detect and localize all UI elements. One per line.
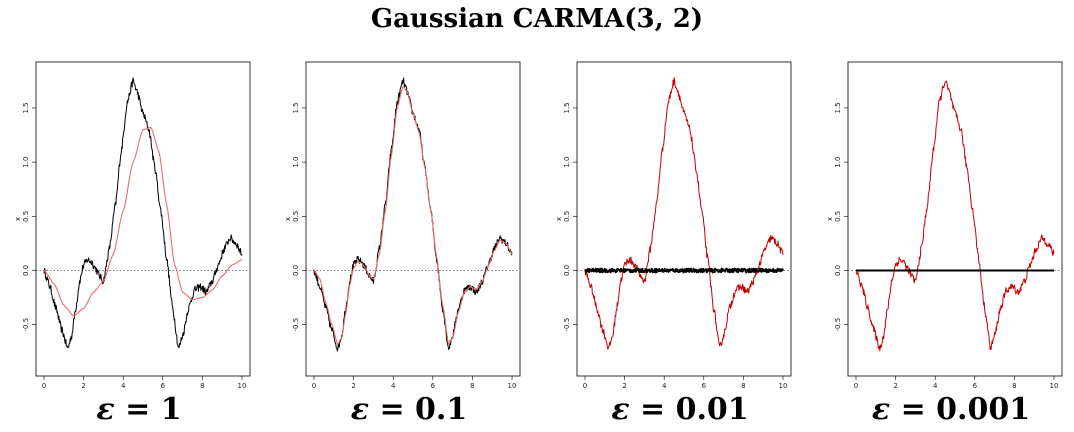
x-tick-label: 2 — [81, 382, 85, 390]
series-line-0 — [313, 77, 513, 352]
plot-frame — [576, 61, 792, 377]
y-tick-label: 1.0 — [834, 157, 842, 168]
y-tick-label: 1.0 — [563, 157, 571, 168]
y-axis-label: x — [555, 217, 563, 221]
series-line-0 — [584, 77, 784, 350]
y-tick-label: 0.5 — [22, 211, 30, 222]
chart-panel-eps-0.01: -0.50.00.51.01.50246810t_nx ε = 0.01 — [551, 40, 809, 432]
plot-frame — [847, 61, 1063, 377]
x-tick-label: 2 — [893, 382, 897, 390]
plot-frame — [305, 61, 521, 377]
y-tick-label: -0.5 — [292, 318, 300, 332]
x-tick-label: 10 — [779, 382, 788, 390]
y-axis-label: x — [826, 217, 834, 221]
chart-panel-eps-1: -0.50.00.51.01.50246810t_nx ε = 1 — [10, 40, 268, 432]
y-tick-label: 1.5 — [22, 102, 30, 113]
y-tick-label: 1.0 — [292, 157, 300, 168]
series-line-0 — [855, 80, 1055, 352]
x-tick-label: 8 — [1012, 382, 1016, 390]
x-tick-label: 6 — [702, 382, 707, 390]
x-tick-label: 10 — [1050, 382, 1059, 390]
x-tick-label: 0 — [583, 382, 587, 390]
y-tick-label: -0.5 — [834, 318, 842, 332]
y-tick-label: 1.0 — [22, 157, 30, 168]
x-tick-label: 2 — [351, 382, 355, 390]
chart-panel-eps-0.001: -0.50.00.51.01.50246810t_nx ε = 0.001 — [822, 40, 1074, 432]
y-tick-label: 0.0 — [834, 265, 842, 276]
epsilon-label: ε = 1 — [96, 392, 182, 427]
epsilon-label: ε = 0.1 — [350, 392, 468, 427]
chart-svg-eps-1: -0.50.00.51.01.50246810t_nx — [14, 61, 251, 390]
x-tick-label: 0 — [42, 382, 46, 390]
x-tick-label: 0 — [854, 382, 858, 390]
chart-svg-eps-0.001: -0.50.00.51.01.50246810t_nx — [826, 61, 1063, 390]
y-tick-label: 1.5 — [292, 102, 300, 113]
series-line-1 — [313, 85, 513, 345]
y-tick-label: 0.5 — [834, 211, 842, 222]
x-tick-label: 8 — [470, 382, 474, 390]
y-tick-label: 0.0 — [292, 265, 300, 276]
y-axis-label: x — [284, 217, 292, 221]
epsilon-label: ε = 0.001 — [871, 392, 1031, 427]
y-tick-label: -0.5 — [563, 318, 571, 332]
y-tick-label: 1.5 — [563, 102, 571, 113]
plot-frame — [35, 61, 251, 377]
x-tick-label: 4 — [662, 382, 667, 390]
x-tick-label: 8 — [200, 382, 204, 390]
figure-title: Gaussian CARMA(3, 2) — [370, 4, 704, 34]
series-line-1 — [584, 267, 784, 274]
y-tick-label: 1.5 — [834, 102, 842, 113]
y-tick-label: 0.0 — [22, 265, 30, 276]
x-tick-label: 10 — [508, 382, 517, 390]
chart-svg-eps-0.1: -0.50.00.51.01.50246810t_nx — [284, 61, 521, 390]
y-tick-label: 0.5 — [563, 211, 571, 222]
chart-panel-eps-0.1: -0.50.00.51.01.50246810t_nx ε = 0.1 — [280, 40, 538, 432]
x-tick-label: 4 — [391, 382, 396, 390]
x-tick-label: 8 — [741, 382, 745, 390]
x-tick-label: 10 — [238, 382, 247, 390]
y-tick-label: -0.5 — [22, 318, 30, 332]
x-tick-label: 6 — [973, 382, 978, 390]
y-tick-label: 0.0 — [563, 265, 571, 276]
y-axis-label: x — [14, 217, 22, 221]
series-line-0 — [43, 77, 243, 349]
x-tick-label: 6 — [431, 382, 436, 390]
x-tick-label: 6 — [161, 382, 166, 390]
x-tick-label: 2 — [622, 382, 626, 390]
y-tick-label: 0.5 — [292, 211, 300, 222]
chart-svg-eps-0.01: -0.50.00.51.01.50246810t_nx — [555, 61, 792, 390]
epsilon-label: ε = 0.01 — [611, 392, 749, 427]
series-line-1 — [43, 126, 243, 317]
x-tick-label: 0 — [312, 382, 316, 390]
x-tick-label: 4 — [933, 382, 938, 390]
x-tick-label: 4 — [121, 382, 126, 390]
